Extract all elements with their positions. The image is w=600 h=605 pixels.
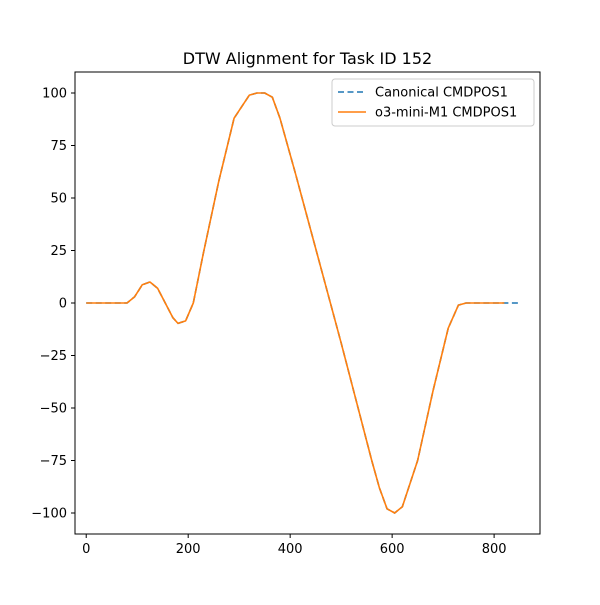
legend: Canonical CMDPOS1 o3-mini-M1 CMDPOS1 [331,78,535,127]
series-line-canonical [86,92,520,514]
y-tick-label: 0 [59,297,67,312]
y-tick-label: 100 [42,87,67,102]
y-tick-label: −100 [31,507,67,522]
legend-box [331,78,535,127]
x-tick-label: 400 [278,542,303,557]
plot-area [74,71,541,535]
x-axis: 0 200 400 600 800 [82,534,507,557]
legend-label: Canonical CMDPOS1 [375,86,508,101]
x-tick-label: 800 [482,542,507,557]
x-tick-label: 0 [82,542,90,557]
x-tick-label: 200 [176,542,201,557]
chart-title: DTW Alignment for Task ID 152 [183,49,432,68]
y-tick-label: 25 [50,244,67,259]
series-line-o3-mini-m1 [86,92,505,514]
y-tick-label: 50 [50,192,67,207]
x-tick-label: 600 [380,542,405,557]
legend-label: o3-mini-M1 CMDPOS1 [375,106,517,121]
y-tick-label: −25 [40,349,67,364]
y-tick-label: 75 [50,139,67,154]
y-axis: −100 −75 −50 −25 0 25 50 75 100 [31,87,75,522]
y-tick-label: −75 [40,454,67,469]
y-tick-label: −50 [40,402,67,417]
